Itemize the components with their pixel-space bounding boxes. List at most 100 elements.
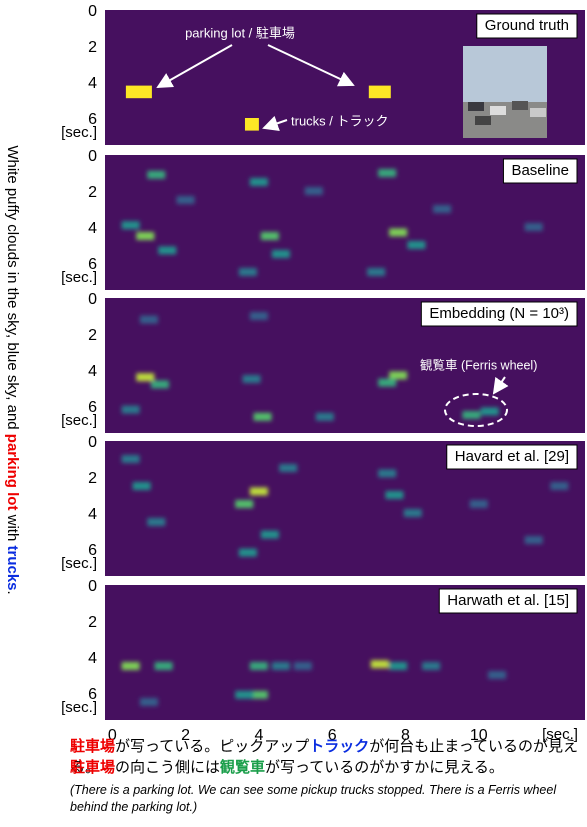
heatmap-cell — [121, 455, 140, 463]
heatmap-cell — [524, 223, 543, 231]
panel-title: Harwath et al. [15] — [447, 592, 569, 609]
panel-title-box — [438, 588, 578, 614]
x-tick-label: 8 — [401, 727, 410, 744]
heatmap-cell — [260, 232, 279, 240]
y-tick-label: 6 — [88, 399, 97, 416]
heatmap-cell — [260, 530, 279, 539]
panel-title-box — [420, 301, 578, 327]
heatmap-cell — [389, 662, 408, 670]
photo-truck — [490, 106, 506, 115]
heatmap-cell — [469, 500, 488, 508]
y-unit-label: [sec.] — [61, 269, 97, 286]
heatmap-cell — [253, 412, 272, 421]
heatmap-cell — [235, 690, 254, 699]
arrow — [262, 115, 288, 131]
caption-part: の向こう側には — [115, 759, 221, 776]
photo-truck — [475, 116, 491, 125]
heatmap-cell — [136, 373, 155, 382]
region — [244, 118, 259, 131]
y-tick-label: 0 — [88, 434, 97, 451]
photo-truck — [530, 108, 546, 117]
arrow — [156, 44, 233, 88]
x-tick-label: 4 — [254, 727, 263, 744]
y-unit-label: [sec.] — [61, 412, 97, 429]
heatmap-cell — [139, 315, 158, 324]
heatmap-cell — [389, 228, 408, 237]
heatmap-cell — [147, 170, 166, 179]
heatmap-cell — [121, 662, 140, 670]
y-unit-label: [sec.] — [61, 699, 97, 716]
caption-part: が写っている。ピックアップ — [115, 738, 310, 755]
side-caption: White puffy clouds in the sky, blue sky,… — [4, 145, 21, 594]
heatmap-cell — [139, 698, 158, 706]
heatmap-cell — [121, 221, 140, 230]
heatmap-cell — [378, 469, 397, 478]
caption-part: 駐車場 — [70, 738, 116, 755]
heatmap-cells — [121, 312, 499, 421]
heatmap-cell — [235, 500, 254, 508]
heatmap-cell — [150, 380, 169, 389]
y-tick-label: 4 — [88, 363, 97, 380]
x-tick-label: 2 — [181, 727, 190, 744]
heatmap-cells — [121, 455, 569, 557]
caption-ja-line: 駐車場が写っている。ピックアップトラックが何台も止まっているのが見える。 — [70, 736, 585, 778]
caption-part: が写っているのがかすかに見える。 — [265, 759, 504, 776]
y-tick-label: 0 — [88, 291, 97, 308]
y-tick-label: 6 — [88, 256, 97, 273]
x-tick-label: 6 — [328, 727, 337, 744]
heatmap-cell — [238, 268, 257, 276]
y-tick-label: 6 — [88, 542, 97, 559]
side-caption-part: White puffy clouds in the sky, blue sky,… — [4, 145, 21, 433]
photo-truck — [468, 102, 484, 111]
heatmap-cell — [524, 536, 543, 544]
heatmap-cell — [488, 671, 507, 679]
heatmap-cell — [271, 250, 290, 258]
y-tick-label: 0 — [88, 578, 97, 595]
y-unit-label: [sec.] — [61, 124, 97, 141]
heatmap-cells — [121, 169, 543, 276]
y-tick-label: 2 — [88, 39, 97, 56]
y-tick-label: 2 — [88, 184, 97, 201]
panel-title-box — [446, 444, 578, 470]
x-tick-label: 0 — [108, 727, 117, 744]
y-tick-label: 6 — [88, 111, 97, 128]
heatmap-cell — [315, 412, 334, 421]
heatmap-cell — [293, 662, 312, 670]
caption-en: (There is a parking lot. We can see some… — [70, 783, 557, 814]
side-caption-part: . — [4, 591, 21, 595]
annotation: trucks / トラック — [291, 113, 389, 128]
annotation: 観覧車 (Ferris wheel) — [420, 357, 537, 372]
heatmap-cell — [249, 178, 268, 186]
y-tick-label: 4 — [88, 506, 97, 523]
heatmap-cell — [550, 482, 569, 490]
annotation: parking lot / 駐車場 — [185, 25, 295, 40]
heatmap-cell — [389, 371, 408, 380]
heatmap-cell — [147, 518, 166, 526]
x-unit-label: [sec.] — [542, 726, 578, 743]
photo-sky — [463, 46, 547, 102]
heatmap-cell — [422, 662, 441, 670]
heatmap-cell — [158, 246, 177, 255]
caption-part: 駐車場 — [70, 759, 116, 776]
caption-part: 観覧車 — [220, 759, 266, 776]
caption-ja-line: 駐車場の向こう側には観覧車が写っているのがかすかに見える。 — [70, 757, 585, 778]
y-tick-label: 2 — [88, 614, 97, 631]
caption-part: トラック — [309, 738, 370, 755]
heatmap-cell — [370, 660, 389, 669]
photo-truck — [512, 101, 528, 110]
heatmap-cell — [136, 232, 155, 240]
caption-part: が何台も止まっているのが見える。 — [70, 738, 578, 776]
highlight-ellipse — [444, 393, 508, 427]
panel-title-box — [476, 13, 578, 39]
panel-title: Embedding (N = 10³) — [429, 305, 569, 322]
y-tick-label: 0 — [88, 3, 97, 20]
y-unit-label: [sec.] — [61, 555, 97, 572]
side-caption-part: trucks — [4, 545, 21, 590]
heatmap-cell — [132, 482, 151, 490]
heatmap-cell — [154, 662, 173, 670]
heatmap-cell — [242, 375, 261, 383]
heatmap-cell — [249, 487, 268, 496]
heatmap-cell — [271, 662, 290, 670]
heatmap-cell — [249, 690, 268, 699]
